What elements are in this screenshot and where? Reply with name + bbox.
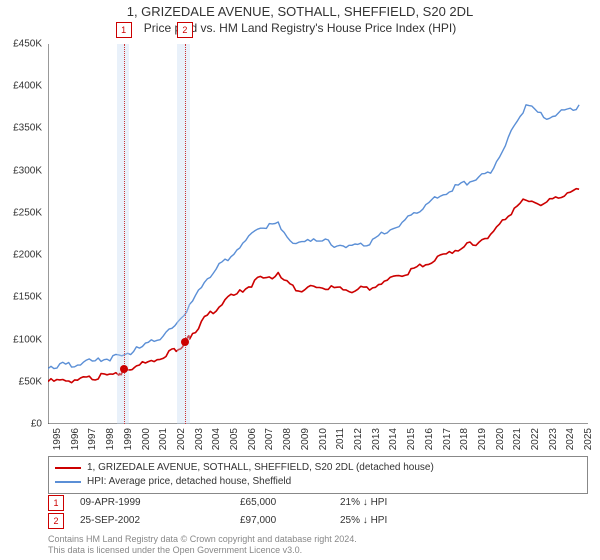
title-subtitle: Price paid vs. HM Land Registry's House … [0,21,600,35]
marker-number-on-plot: 2 [177,22,193,38]
title-address: 1, GRIZEDALE AVENUE, SOTHALL, SHEFFIELD,… [0,4,600,19]
sale-point-marker [120,365,128,373]
marker-hpi-delta: 21% ↓ HPI [340,494,460,512]
x-tick-label: 1997 [87,428,98,450]
x-tick-label: 2017 [442,428,453,450]
x-tick-label: 1998 [105,428,116,450]
legend-label: 1, GRIZEDALE AVENUE, SOTHALL, SHEFFIELD,… [87,461,434,475]
chart-container: 1, GRIZEDALE AVENUE, SOTHALL, SHEFFIELD,… [0,0,600,560]
highlight-band [177,44,189,424]
legend-row: HPI: Average price, detached house, Shef… [55,475,581,489]
x-tick-label: 2013 [371,428,382,450]
y-tick-label: £50K [19,376,42,387]
x-tick-label: 2021 [512,428,523,450]
legend: 1, GRIZEDALE AVENUE, SOTHALL, SHEFFIELD,… [48,456,588,494]
y-tick-label: £0 [31,419,42,430]
sale-marker-row: 2 25-SEP-2002£97,00025% ↓ HPI [48,512,588,530]
marker-number-on-plot: 1 [116,22,132,38]
marker-vline [185,44,186,424]
x-tick-label: 2025 [583,428,594,450]
x-tick-label: 2004 [211,428,222,450]
marker-hpi-delta: 25% ↓ HPI [340,512,460,530]
x-tick-label: 2007 [264,428,275,450]
x-tick-label: 2003 [194,428,205,450]
marker-date: 09-APR-1999 [80,494,240,512]
y-tick-label: £250K [13,207,42,218]
chart-area: £0£50K£100K£150K£200K£250K£300K£350K£400… [48,44,588,424]
legend-swatch [55,467,81,469]
marker-date: 25-SEP-2002 [80,512,240,530]
y-tick-label: £200K [13,250,42,261]
marker-price: £97,000 [240,512,340,530]
x-tick-label: 2006 [247,428,258,450]
y-tick-label: £450K [13,39,42,50]
marker-number-badge: 2 [48,513,64,529]
marker-number-badge: 1 [48,495,64,511]
y-tick-label: £350K [13,123,42,134]
x-tick-label: 2012 [353,428,364,450]
legend-label: HPI: Average price, detached house, Shef… [87,475,291,489]
y-tick-label: £400K [13,81,42,92]
footer-copyright: Contains HM Land Registry data © Crown c… [48,534,357,545]
footer-licence: This data is licensed under the Open Gov… [48,545,357,556]
x-tick-label: 2024 [565,428,576,450]
x-tick-label: 1996 [70,428,81,450]
x-tick-label: 2014 [388,428,399,450]
x-tick-label: 2002 [176,428,187,450]
y-tick-label: £150K [13,292,42,303]
x-tick-label: 2020 [495,428,506,450]
x-tick-label: 2000 [141,428,152,450]
x-tick-label: 2019 [477,428,488,450]
x-tick-label: 2005 [229,428,240,450]
x-tick-label: 2001 [158,428,169,450]
x-tick-label: 2018 [459,428,470,450]
y-tick-label: £300K [13,165,42,176]
x-tick-label: 1995 [52,428,63,450]
x-tick-label: 2023 [548,428,559,450]
x-tick-label: 2011 [335,428,346,450]
marker-price: £65,000 [240,494,340,512]
sale-point-marker [181,338,189,346]
x-tick-label: 2009 [300,428,311,450]
y-tick-label: £100K [13,334,42,345]
x-tick-label: 2016 [424,428,435,450]
sale-marker-row: 1 09-APR-1999£65,00021% ↓ HPI [48,494,588,512]
x-tick-label: 2008 [282,428,293,450]
title-block: 1, GRIZEDALE AVENUE, SOTHALL, SHEFFIELD,… [0,0,600,35]
sale-marker-table: 1 09-APR-1999£65,00021% ↓ HPI 2 25-SEP-2002… [48,494,588,530]
x-tick-label: 1999 [123,428,134,450]
legend-row: 1, GRIZEDALE AVENUE, SOTHALL, SHEFFIELD,… [55,461,581,475]
footer: Contains HM Land Registry data © Crown c… [48,534,357,556]
x-tick-label: 2015 [406,428,417,450]
x-tick-label: 2022 [530,428,541,450]
legend-swatch [55,481,81,483]
x-tick-label: 2010 [318,428,329,450]
